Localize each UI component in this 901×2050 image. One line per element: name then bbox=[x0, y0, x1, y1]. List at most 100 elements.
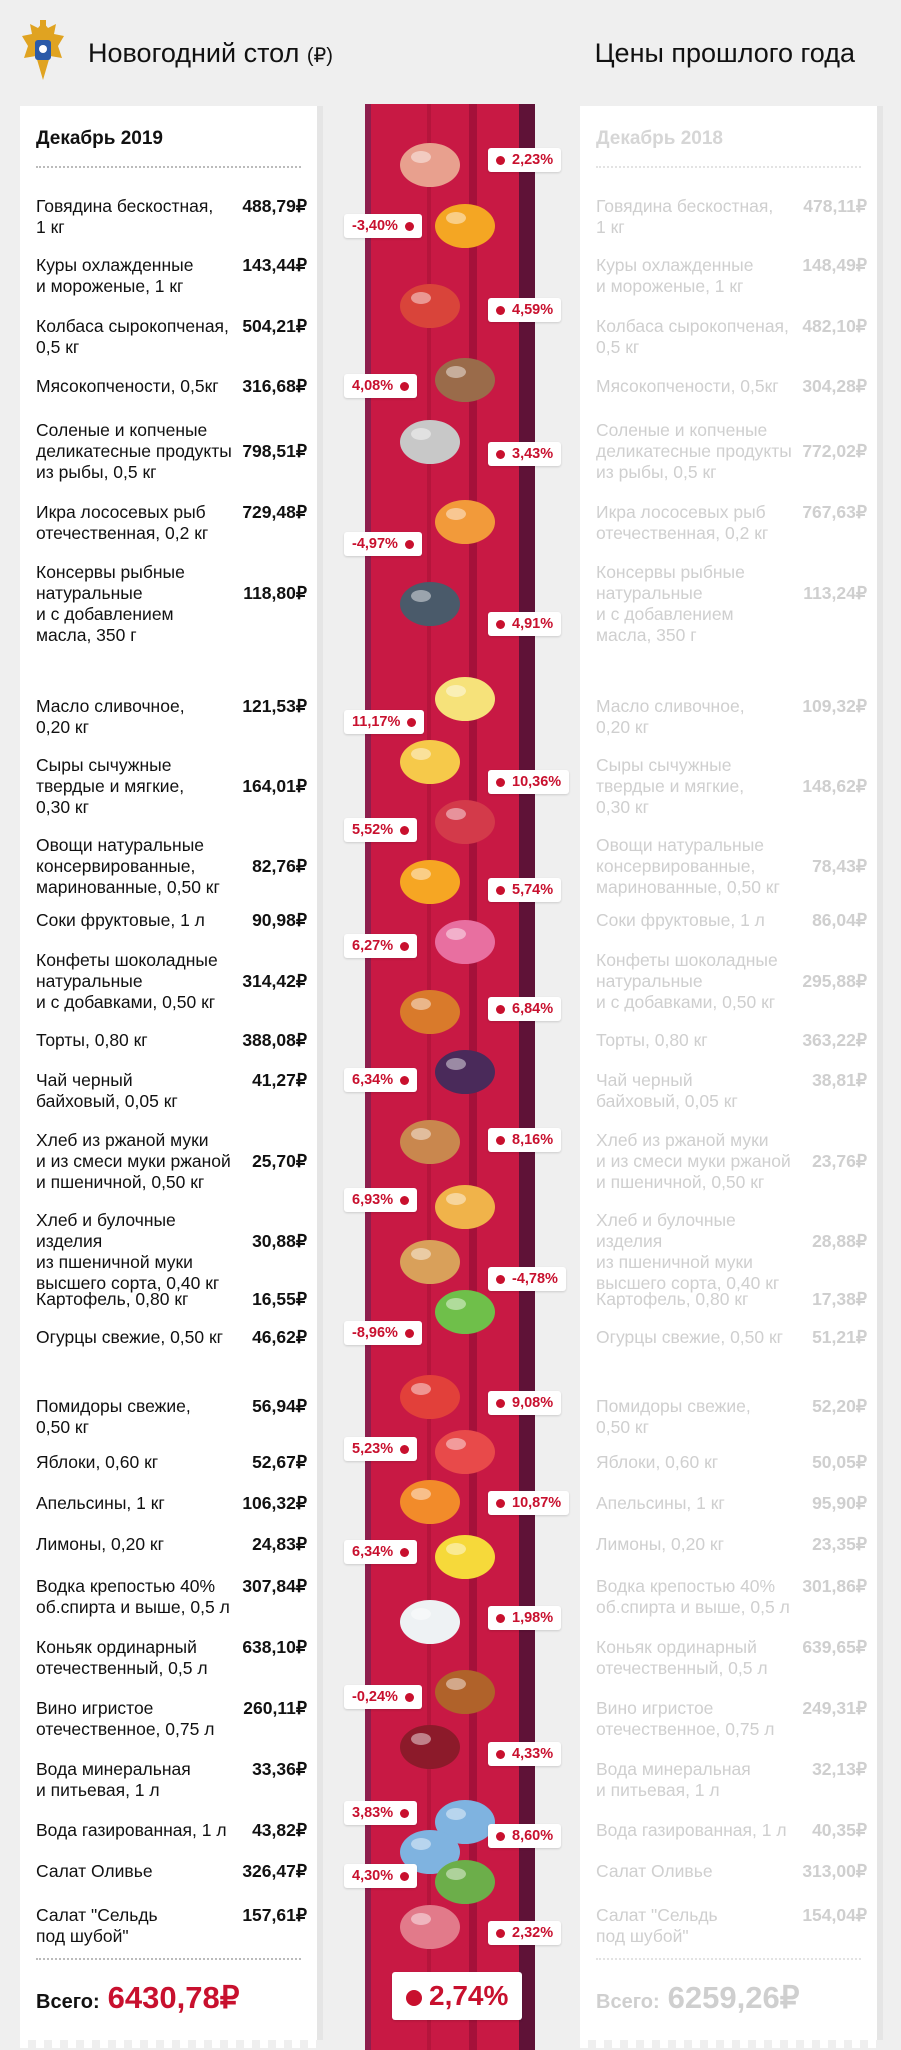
price-change-tag: 11,17% bbox=[344, 710, 425, 734]
product-price: 38,81₽ bbox=[812, 1070, 867, 1090]
price-change-tag: -3,40% bbox=[344, 214, 422, 238]
price-change-tag: 8,16% bbox=[488, 1128, 562, 1152]
food-illustration-icon bbox=[400, 990, 460, 1034]
header: Новогодний стол (₽) Цены прошлого года bbox=[0, 0, 901, 100]
product-price: 143,44₽ bbox=[242, 255, 307, 275]
price-change-tag: 10,36% bbox=[488, 770, 570, 794]
price-change-tag: 5,23% bbox=[344, 1437, 418, 1461]
product-name: Куры охлажденные и мороженые, 1 кг bbox=[36, 255, 194, 296]
product-price: 95,90₽ bbox=[812, 1493, 867, 1513]
product-price: 772,02₽ bbox=[802, 441, 867, 461]
product-name: Овощи натуральные консервированные, марино… bbox=[36, 835, 220, 897]
price-change-tag: -0,24% bbox=[344, 1685, 422, 1709]
food-illustration-icon bbox=[400, 143, 460, 187]
food-illustration-icon bbox=[400, 420, 460, 464]
product-price: 313,00₽ bbox=[802, 1861, 867, 1881]
product-price: 154,04₽ bbox=[802, 1905, 867, 1925]
product-name: Хлеб из ржаной муки и из смеси муки ржано… bbox=[36, 1130, 231, 1192]
product-price: 40,35₽ bbox=[812, 1820, 867, 1840]
price-change-tag: -4,97% bbox=[344, 532, 422, 556]
divider bbox=[596, 166, 861, 168]
product-name: Помидоры свежие, 0,50 кг bbox=[596, 1396, 751, 1437]
product-name: Салат Оливье bbox=[596, 1861, 713, 1881]
product-name: Вода газированная, 1 л bbox=[36, 1820, 227, 1840]
product-name: Салат "Сельдь под шубой" bbox=[596, 1905, 718, 1946]
product-name: Хлеб из ржаной муки и из смеси муки ржано… bbox=[596, 1130, 791, 1192]
product-price: 249,31₽ bbox=[802, 1698, 867, 1718]
price-change-tag: 4,30% bbox=[344, 1864, 418, 1888]
product-name: Мясокопчености, 0,5кг bbox=[36, 376, 219, 396]
product-price: 326,47₽ bbox=[242, 1861, 307, 1881]
product-price: 109,32₽ bbox=[802, 696, 867, 716]
product-price: 148,62₽ bbox=[802, 776, 867, 796]
product-name: Говядина бескостная, 1 кг bbox=[596, 196, 774, 237]
product-price: 482,10₽ bbox=[802, 316, 867, 336]
price-change-tag: 10,87% bbox=[488, 1491, 570, 1515]
price-change-tag: 4,33% bbox=[488, 1742, 562, 1766]
product-name: Колбаса сырокопченая, 0,5 кг bbox=[596, 316, 789, 357]
food-illustration-icon bbox=[400, 1905, 460, 1949]
torn-edge bbox=[580, 2038, 877, 2048]
card-heading: Декабрь 2019 bbox=[36, 128, 163, 149]
product-price: 113,24₽ bbox=[803, 583, 867, 603]
food-illustration-icon bbox=[400, 1240, 460, 1284]
product-name: Хлеб и булочные изделия из пшеничной муки… bbox=[36, 1210, 220, 1293]
product-name: Овощи натуральные консервированные, марино… bbox=[596, 835, 780, 897]
product-price: 23,35₽ bbox=[812, 1534, 867, 1554]
product-name: Масло сливочное, 0,20 кг bbox=[596, 696, 745, 737]
page-title: Новогодний стол (₽) bbox=[88, 38, 333, 68]
price-change-tag: 5,74% bbox=[488, 878, 562, 902]
product-price: 50,05₽ bbox=[812, 1452, 867, 1472]
product-price: 316,68₽ bbox=[242, 376, 307, 396]
product-price: 388,08₽ bbox=[242, 1030, 307, 1050]
product-price: 17,38₽ bbox=[812, 1289, 867, 1309]
food-illustration-icon bbox=[400, 1600, 460, 1644]
product-name: Икра лососевых рыб отечественная, 0,2 кг bbox=[36, 502, 209, 543]
prices-2018-card: Декабрь 2018 Говядина бескостная, 1 кг 478… bbox=[580, 106, 877, 2048]
product-name: Конфеты шоколадные натуральные и с добавка… bbox=[596, 950, 778, 1012]
food-illustration-icon bbox=[400, 582, 460, 626]
card-heading: Декабрь 2018 bbox=[596, 128, 723, 149]
product-price: 148,49₽ bbox=[802, 255, 867, 275]
product-price: 23,76₽ bbox=[812, 1151, 867, 1171]
product-name: Сыры сычужные твердые и мягкие, 0,30 кг bbox=[596, 755, 745, 817]
product-price: 28,88₽ bbox=[812, 1231, 867, 1251]
price-change-tag: 4,59% bbox=[488, 298, 562, 322]
product-name: Чай черный байховый, 0,05 кг bbox=[36, 1070, 178, 1111]
product-name: Яблоки, 0,60 кг bbox=[596, 1452, 719, 1472]
product-price: 639,65₽ bbox=[802, 1637, 867, 1657]
product-name: Огурцы свежие, 0,50 кг bbox=[36, 1327, 224, 1347]
divider bbox=[596, 1958, 861, 1960]
product-price: 164,01₽ bbox=[242, 776, 307, 796]
product-price: 729,48₽ bbox=[242, 502, 307, 522]
product-price: 51,21₽ bbox=[812, 1327, 867, 1347]
food-illustration-icon bbox=[435, 920, 495, 964]
product-name: Конфеты шоколадные натуральные и с добавка… bbox=[36, 950, 218, 1012]
product-price: 25,70₽ bbox=[252, 1151, 307, 1171]
price-change-tag: 5,52% bbox=[344, 818, 418, 842]
product-price: 295,88₽ bbox=[802, 971, 867, 991]
product-name: Салат "Сельдь под шубой" bbox=[36, 1905, 158, 1946]
total-2018: Всего: 6259,26₽ bbox=[596, 1980, 800, 2015]
product-price: 478,11₽ bbox=[803, 196, 867, 216]
product-price: 260,11₽ bbox=[243, 1698, 307, 1718]
product-price: 52,20₽ bbox=[812, 1396, 867, 1416]
product-price: 504,21₽ bbox=[242, 316, 307, 336]
food-illustration-icon bbox=[435, 204, 495, 248]
price-change-tag: 6,93% bbox=[344, 1188, 418, 1212]
product-name: Соки фруктовые, 1 л bbox=[36, 910, 205, 930]
food-illustration-icon bbox=[435, 1430, 495, 1474]
product-name: Картофель, 0,80 кг bbox=[596, 1289, 749, 1309]
product-name: Огурцы свежие, 0,50 кг bbox=[596, 1327, 784, 1347]
product-price: 46,62₽ bbox=[252, 1327, 307, 1347]
food-illustration-icon bbox=[435, 1050, 495, 1094]
product-price: 118,80₽ bbox=[243, 583, 307, 603]
price-change-tag: 6,34% bbox=[344, 1540, 418, 1564]
product-price: 82,76₽ bbox=[252, 856, 307, 876]
product-name: Вода минеральная и питьевая, 1 л bbox=[36, 1759, 191, 1800]
product-name: Торты, 0,80 кг bbox=[596, 1030, 708, 1050]
product-price: 33,36₽ bbox=[252, 1759, 307, 1779]
product-price: 30,88₽ bbox=[252, 1231, 307, 1251]
food-illustration-icon bbox=[435, 358, 495, 402]
product-name: Торты, 0,80 кг bbox=[36, 1030, 148, 1050]
